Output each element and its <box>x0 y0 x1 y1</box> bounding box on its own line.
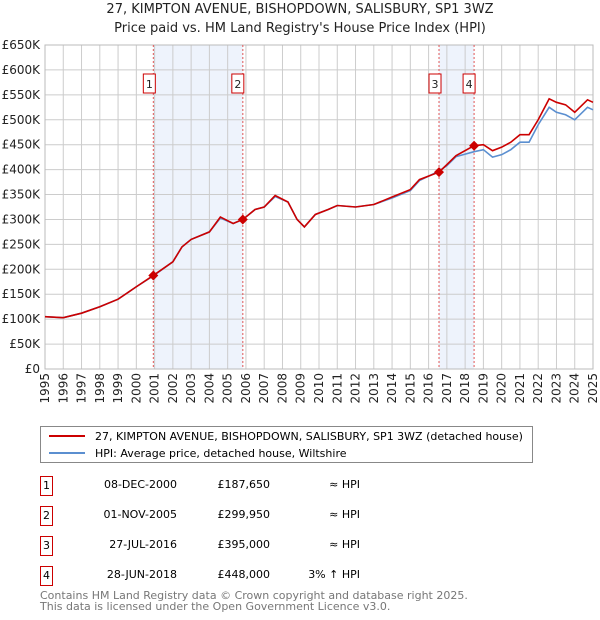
x-tick-label: 2008 <box>275 373 289 404</box>
sale-date: 08-DEC-2000 <box>103 478 177 491</box>
sale-badge-label: 2 <box>234 78 241 91</box>
sale-badge <box>231 73 245 94</box>
sale-point <box>469 140 480 151</box>
y-tick-label: £300K <box>2 212 42 226</box>
sale-row: 4 28-JUN-2018 £448,000 3% ↑ HPI <box>40 566 440 586</box>
x-tick-label: 2013 <box>367 373 381 404</box>
x-tick-label: 2001 <box>148 373 162 404</box>
legend-label: 27, KIMPTON AVENUE, BISHOPDOWN, SALISBUR… <box>95 429 523 443</box>
y-tick-label: £0 <box>25 362 40 376</box>
sale-number: 3 <box>40 536 53 556</box>
legend-item-hpi: HPI: Average price, detached house, Wilt… <box>49 445 347 461</box>
sale-badge-label: 1 <box>146 78 153 91</box>
sale-number: 2 <box>40 506 53 526</box>
x-tick-label: 2024 <box>568 373 582 404</box>
property-price-line <box>44 97 594 319</box>
sale-badge-label: 3 <box>432 78 439 91</box>
chart-subtitle: Price paid vs. HM Land Registry's House … <box>114 21 486 36</box>
footer: Contains HM Land Registry data © Crown c… <box>40 590 468 612</box>
sale-hpi-compare: ≈ HPI <box>329 508 360 521</box>
x-tick-label: 2000 <box>129 373 143 404</box>
shaded-period <box>153 45 243 369</box>
y-tick-label: £550K <box>2 88 42 102</box>
y-tick-label: £250K <box>2 237 42 251</box>
x-tick-label: 2004 <box>202 373 216 404</box>
x-tick-label: 2018 <box>458 373 472 404</box>
sale-date: 28-JUN-2018 <box>106 568 177 581</box>
sale-number: 4 <box>40 566 53 586</box>
x-tick-label: 2009 <box>294 373 308 404</box>
x-tick-label: 2012 <box>349 373 363 404</box>
sale-badge <box>142 73 156 94</box>
x-tick-label: 2011 <box>330 373 344 404</box>
sale-date: 27-JUL-2016 <box>109 538 177 551</box>
sale-price: £299,950 <box>217 508 271 521</box>
legend-label: HPI: Average price, detached house, Wilt… <box>95 446 347 460</box>
sale-badge-label: 4 <box>466 78 473 91</box>
sale-point <box>148 270 159 281</box>
sale-price: £395,000 <box>217 538 271 551</box>
x-tick-label: 2016 <box>422 373 436 404</box>
footer-line: Contains HM Land Registry data © Crown c… <box>40 589 468 602</box>
x-tick-label: 2003 <box>184 373 198 404</box>
x-tick-label: 2015 <box>403 373 417 404</box>
x-tick-label: 2021 <box>513 373 527 404</box>
shaded-period <box>439 45 475 369</box>
price-chart: £0 £50K £100K £150K £200K £250K £300K £350K £400… <box>2 38 600 404</box>
sale-point <box>434 167 445 178</box>
x-tick-label: 2020 <box>495 373 509 404</box>
sale-row: 1 08-DEC-2000 £187,650 ≈ HPI <box>40 476 440 496</box>
x-tick-label: 1996 <box>56 373 70 404</box>
sale-point <box>237 214 248 225</box>
y-tick-label: £100K <box>2 312 42 326</box>
y-tick-label: £50K <box>9 337 41 351</box>
legend-item-property: 27, KIMPTON AVENUE, BISHOPDOWN, SALISBUR… <box>49 428 523 444</box>
x-tick-label: 2002 <box>166 373 180 404</box>
legend: 27, KIMPTON AVENUE, BISHOPDOWN, SALISBUR… <box>40 426 533 463</box>
sale-row: 2 01-NOV-2005 £299,950 ≈ HPI <box>40 506 440 526</box>
sale-badge <box>428 73 442 94</box>
x-tick-label: 2025 <box>586 373 600 404</box>
x-tick-label: 1998 <box>93 373 107 404</box>
footer-line: This data is licensed under the Open Gov… <box>40 600 391 613</box>
chart-title: 27, KIMPTON AVENUE, BISHOPDOWN, SALISBUR… <box>106 2 494 17</box>
plot-frame <box>44 44 594 370</box>
x-tick-label: 2014 <box>385 373 399 404</box>
sale-hpi-compare: ≈ HPI <box>329 478 360 491</box>
sale-price: £448,000 <box>217 568 271 581</box>
x-tick-label: 2007 <box>257 373 271 404</box>
x-tick-label: 1997 <box>75 373 89 404</box>
x-tick-label: 2017 <box>440 373 454 404</box>
sale-row: 3 27-JUL-2016 £395,000 ≈ HPI <box>40 536 440 556</box>
x-tick-label: 1995 <box>38 373 52 404</box>
sale-hpi-compare: 3% ↑ HPI <box>308 568 360 581</box>
sale-number: 1 <box>40 476 53 496</box>
sale-hpi-compare: ≈ HPI <box>329 538 360 551</box>
y-tick-label: £600K <box>2 63 42 77</box>
sale-date: 01-NOV-2005 <box>103 508 177 521</box>
y-tick-label: £500K <box>2 113 42 127</box>
sale-price: £187,650 <box>217 478 271 491</box>
x-tick-label: 2022 <box>531 373 545 404</box>
x-tick-label: 2023 <box>549 373 563 404</box>
x-tick-label: 2005 <box>221 373 235 404</box>
x-tick-label: 2006 <box>239 373 253 404</box>
y-tick-label: £400K <box>2 163 42 177</box>
x-tick-label: 2010 <box>312 373 326 404</box>
x-tick-label: 2019 <box>476 373 490 404</box>
y-tick-label: £650K <box>2 38 42 52</box>
y-tick-label: £200K <box>2 262 42 276</box>
sale-badge <box>462 73 476 94</box>
y-tick-label: £350K <box>2 188 42 202</box>
x-tick-label: 1999 <box>111 373 125 404</box>
y-tick-label: £150K <box>2 287 42 301</box>
y-tick-label: £450K <box>2 138 42 152</box>
